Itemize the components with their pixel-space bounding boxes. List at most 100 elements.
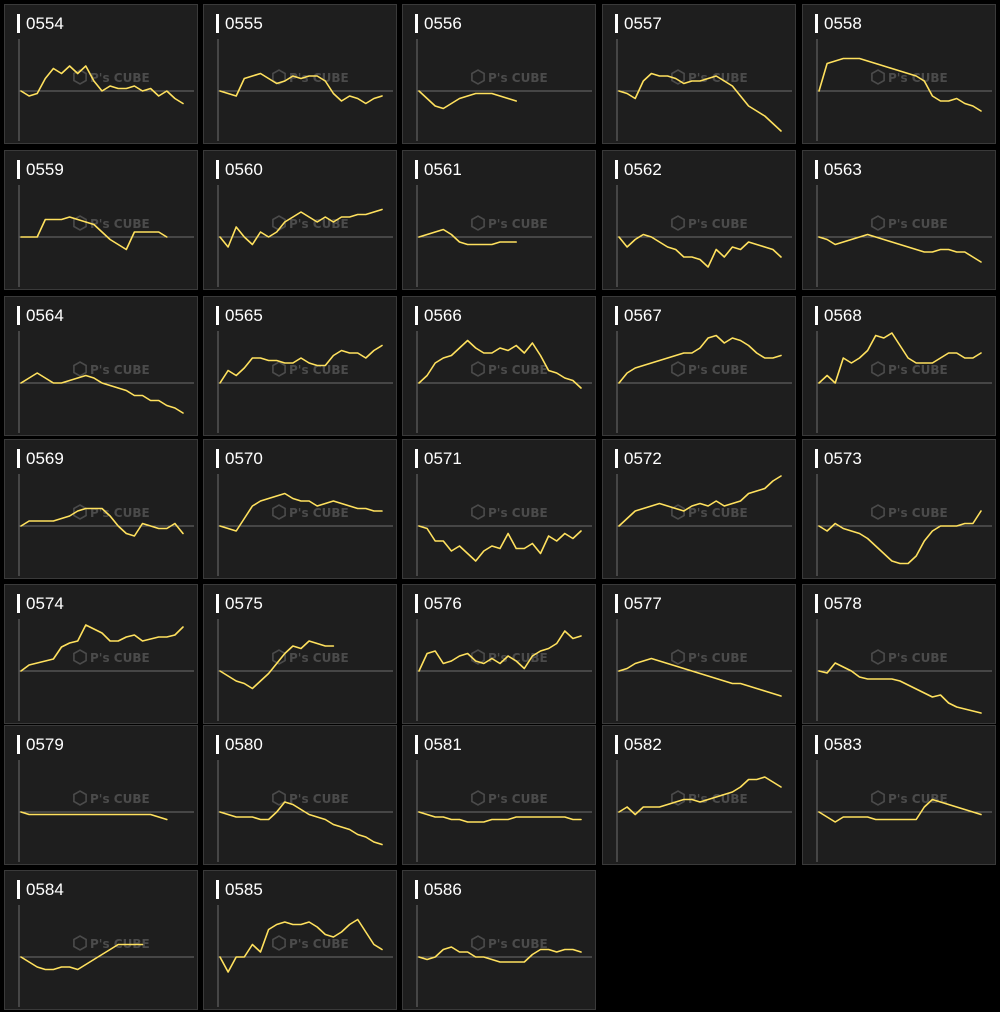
watermark-text: P's CUBE bbox=[90, 651, 150, 665]
chart-title: 0579 bbox=[26, 735, 64, 754]
watermark-text: P's CUBE bbox=[888, 71, 948, 85]
chart-tile[interactable]: 0570 P's CUBE bbox=[203, 439, 397, 579]
watermark-logo: P's CUBE bbox=[471, 790, 548, 806]
series-line bbox=[418, 339, 582, 389]
series-line bbox=[418, 811, 582, 823]
series-line bbox=[219, 918, 383, 973]
chart-tile[interactable]: 0583 P's CUBE bbox=[802, 725, 996, 865]
watermark-logo: P's CUBE bbox=[272, 649, 349, 665]
series-line bbox=[418, 525, 582, 562]
chart-title: 0570 bbox=[225, 449, 263, 468]
watermark-text: P's CUBE bbox=[888, 363, 948, 377]
chart-tile[interactable]: 0554 P's CUBE bbox=[4, 4, 198, 144]
series-line bbox=[20, 943, 144, 971]
chart-title: 0580 bbox=[225, 735, 263, 754]
title-marker bbox=[815, 449, 818, 468]
chart-tile[interactable]: 0572 P's CUBE bbox=[602, 439, 796, 579]
watermark-text: P's CUBE bbox=[488, 792, 548, 806]
chart-tile[interactable]: 0580 P's CUBE bbox=[203, 725, 397, 865]
title-marker bbox=[815, 594, 818, 613]
chart-tile[interactable]: 0577 P's CUBE bbox=[602, 584, 796, 724]
chart-tile[interactable]: 0576 P's CUBE bbox=[402, 584, 596, 724]
chart-svg: P's CUBE bbox=[816, 619, 992, 721]
cube-icon bbox=[471, 649, 485, 665]
chart-svg: P's CUBE bbox=[217, 619, 393, 721]
chart-svg: P's CUBE bbox=[616, 331, 792, 433]
cube-icon bbox=[471, 361, 485, 377]
series-line bbox=[618, 776, 782, 816]
title-marker bbox=[17, 449, 20, 468]
chart-tile[interactable]: 0564 P's CUBE bbox=[4, 296, 198, 436]
title-marker bbox=[216, 306, 219, 325]
series-line bbox=[818, 332, 982, 384]
chart-title: 0568 bbox=[824, 306, 862, 325]
chart-title: 0565 bbox=[225, 306, 263, 325]
watermark-text: P's CUBE bbox=[688, 651, 748, 665]
chart-svg: P's CUBE bbox=[616, 474, 792, 576]
cube-icon bbox=[471, 935, 485, 951]
chart-tile[interactable]: 0579 P's CUBE bbox=[4, 725, 198, 865]
series-line bbox=[219, 640, 335, 690]
chart-tile[interactable]: 0556 P's CUBE bbox=[402, 4, 596, 144]
chart-tile[interactable]: 0571 P's CUBE bbox=[402, 439, 596, 579]
series-line bbox=[418, 228, 517, 246]
chart-tile[interactable]: 0555 P's CUBE bbox=[203, 4, 397, 144]
cube-icon bbox=[871, 649, 885, 665]
watermark-logo: P's CUBE bbox=[871, 215, 948, 231]
series-line bbox=[418, 90, 517, 110]
chart-tile[interactable]: 0569 P's CUBE bbox=[4, 439, 198, 579]
cube-icon bbox=[671, 69, 685, 85]
title-marker bbox=[615, 449, 618, 468]
watermark-logo: P's CUBE bbox=[871, 649, 948, 665]
watermark-logo: P's CUBE bbox=[471, 935, 548, 951]
watermark-text: P's CUBE bbox=[289, 71, 349, 85]
series-line bbox=[219, 492, 383, 532]
chart-tile[interactable]: 0578 P's CUBE bbox=[802, 584, 996, 724]
title-marker bbox=[17, 306, 20, 325]
chart-title: 0585 bbox=[225, 880, 263, 899]
chart-tile[interactable]: 0573 P's CUBE bbox=[802, 439, 996, 579]
chart-title: 0561 bbox=[424, 160, 462, 179]
watermark-text: P's CUBE bbox=[488, 71, 548, 85]
chart-tile[interactable]: 0582 P's CUBE bbox=[602, 725, 796, 865]
chart-tile[interactable]: 0562 P's CUBE bbox=[602, 150, 796, 290]
cube-icon bbox=[871, 361, 885, 377]
chart-title: 0586 bbox=[424, 880, 462, 899]
chart-tile[interactable]: 0567 P's CUBE bbox=[602, 296, 796, 436]
chart-title: 0557 bbox=[624, 14, 662, 33]
chart-svg: P's CUBE bbox=[18, 760, 194, 862]
chart-title: 0562 bbox=[624, 160, 662, 179]
watermark-logo: P's CUBE bbox=[671, 504, 748, 520]
chart-title: 0556 bbox=[424, 14, 462, 33]
watermark-text: P's CUBE bbox=[289, 363, 349, 377]
chart-svg: P's CUBE bbox=[416, 39, 592, 141]
cube-icon bbox=[671, 504, 685, 520]
chart-tile[interactable]: 0586 P's CUBE bbox=[402, 870, 596, 1010]
chart-tile[interactable]: 0574 P's CUBE bbox=[4, 584, 198, 724]
watermark-text: P's CUBE bbox=[888, 217, 948, 231]
chart-tile[interactable]: 0575 P's CUBE bbox=[203, 584, 397, 724]
chart-tile[interactable]: 0561 P's CUBE bbox=[402, 150, 596, 290]
cube-icon bbox=[73, 649, 87, 665]
chart-tile[interactable]: 0584 P's CUBE bbox=[4, 870, 198, 1010]
chart-tile[interactable]: 0563 P's CUBE bbox=[802, 150, 996, 290]
chart-tile[interactable]: 0585 P's CUBE bbox=[203, 870, 397, 1010]
chart-tile[interactable]: 0557 P's CUBE bbox=[602, 4, 796, 144]
chart-tile[interactable]: 0566 P's CUBE bbox=[402, 296, 596, 436]
title-marker bbox=[17, 594, 20, 613]
watermark-logo: P's CUBE bbox=[471, 215, 548, 231]
series-line bbox=[20, 216, 168, 251]
chart-tile[interactable]: 0560 P's CUBE bbox=[203, 150, 397, 290]
chart-title: 0569 bbox=[26, 449, 64, 468]
chart-tile[interactable]: 0558 P's CUBE bbox=[802, 4, 996, 144]
chart-tile[interactable]: 0565 P's CUBE bbox=[203, 296, 397, 436]
chart-svg: P's CUBE bbox=[416, 331, 592, 433]
chart-tile[interactable]: 0559 P's CUBE bbox=[4, 150, 198, 290]
watermark-logo: P's CUBE bbox=[73, 69, 150, 85]
cube-icon bbox=[272, 504, 286, 520]
watermark-text: P's CUBE bbox=[289, 651, 349, 665]
chart-tile[interactable]: 0581 P's CUBE bbox=[402, 725, 596, 865]
cube-icon bbox=[871, 504, 885, 520]
title-marker bbox=[17, 880, 20, 899]
chart-tile[interactable]: 0568 P's CUBE bbox=[802, 296, 996, 436]
